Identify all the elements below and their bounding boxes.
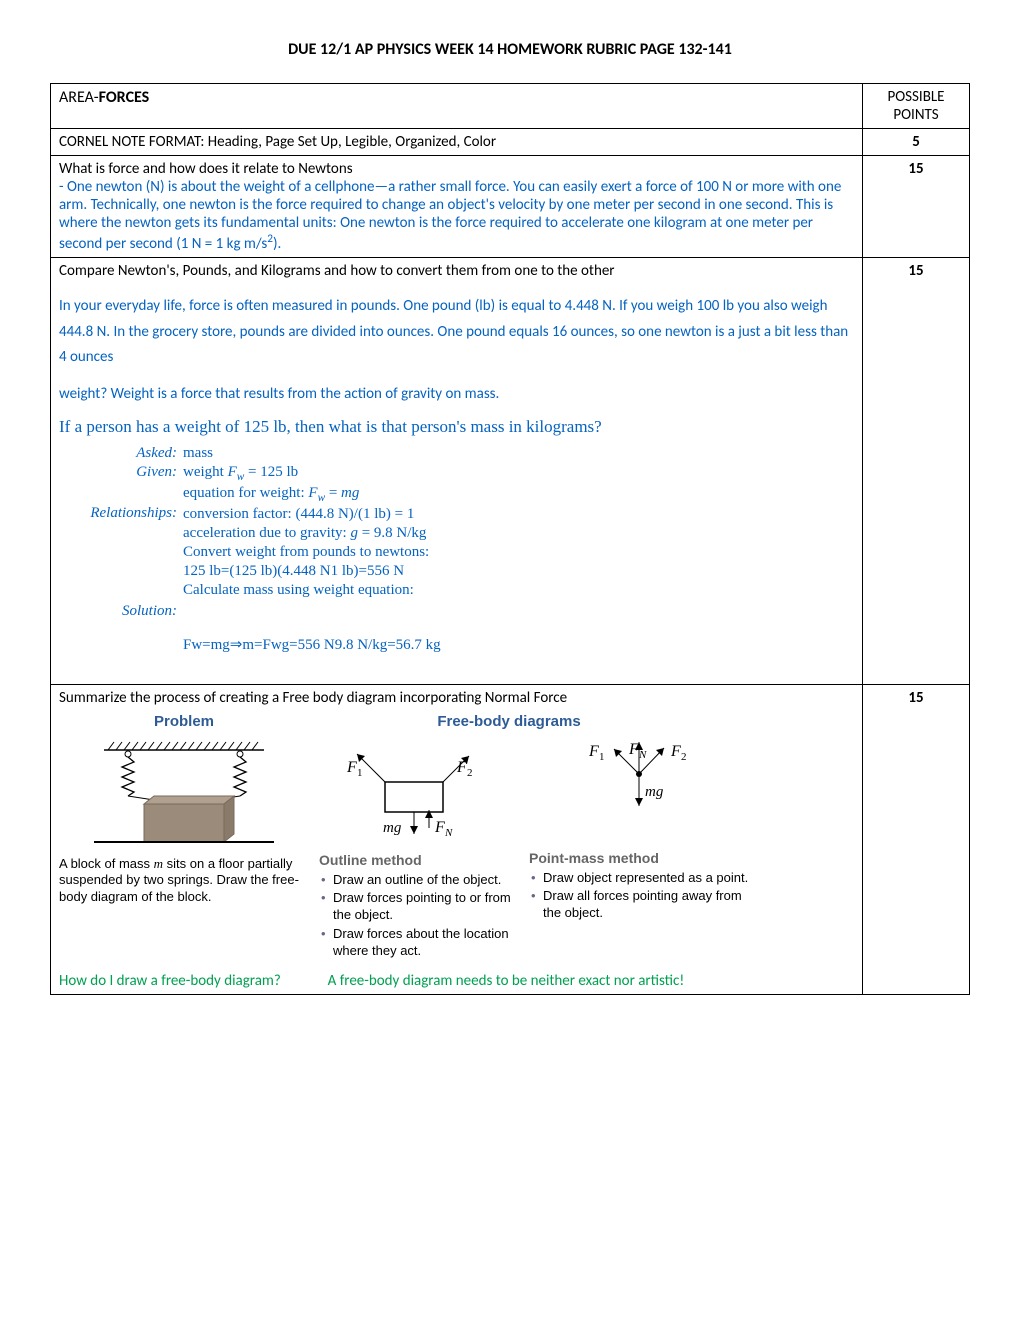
rel2: conversion factor: (444.8 N)/(1 lb) = 1: [183, 506, 854, 523]
problem-svg: [74, 736, 294, 856]
svg-text:1: 1: [357, 767, 363, 779]
svg-text:F: F: [670, 743, 681, 760]
cmp-p3: If a person has a weight of 125 lb, then…: [59, 417, 854, 437]
cornell-text: CORNEL NOTE FORMAT: Heading, Page Set Up…: [51, 129, 863, 156]
fbd-col-problem: Problem: [59, 713, 309, 964]
svg-text:2: 2: [681, 751, 687, 763]
cmp-p2: weight? Weight is a force that results f…: [59, 385, 854, 403]
rel-label: Relationships:: [59, 505, 179, 522]
svg-text:1: 1: [599, 751, 605, 763]
rel3-g: g: [350, 525, 358, 541]
outline-item: Draw forces about the location where the…: [319, 926, 519, 960]
fbd-points: 15: [863, 684, 970, 994]
rel1-eq: =: [325, 485, 341, 501]
problem-text-a: A block of mass: [59, 856, 154, 871]
point-list: Draw object represented as a point. Draw…: [529, 870, 749, 923]
row-force-newtons: What is force and how does it relate to …: [51, 156, 970, 258]
area-cell: AREA-FORCES: [51, 84, 863, 129]
cornell-points: 5: [863, 129, 970, 156]
fbd-cell: Summarize the process of creating a Free…: [51, 684, 863, 994]
svg-text:2: 2: [467, 767, 473, 779]
cmp-points: 15: [863, 258, 970, 685]
given-label: Given:: [59, 464, 179, 483]
area-name: FORCES: [99, 88, 150, 107]
outline-item: Draw an outline of the object.: [319, 872, 519, 889]
rel1-mg: mg: [341, 485, 359, 501]
cmp-question: Compare Newton's, Pounds, and Kilograms …: [59, 262, 854, 280]
fn-question: What is force and how does it relate to …: [59, 160, 854, 178]
points-header: POSSIBLE POINTS: [863, 84, 970, 129]
cmp-p1: In your everyday life, force is often me…: [59, 294, 854, 371]
svg-text:F: F: [434, 819, 445, 836]
given-pre: weight: [183, 464, 228, 480]
given-val: weight Fw = 125 lb: [183, 464, 854, 483]
sol2: 125 lb=(125 lb)(4.448 N1 lb)=556 N: [183, 563, 854, 580]
svg-text:N: N: [638, 749, 647, 761]
given-post: = 125 lb: [244, 464, 298, 480]
mass-m: m: [154, 856, 163, 871]
svg-text:N: N: [444, 827, 453, 839]
solved-grid: Asked: mass Given: weight Fw = 125 lb Re…: [59, 445, 854, 680]
fbd-columns: Problem: [59, 713, 854, 964]
rel3: acceleration due to gravity: g = 9.8 N/k…: [183, 525, 854, 542]
svg-text:F: F: [456, 759, 467, 776]
fn-body-tail: ).: [273, 235, 281, 253]
fn-body-main: - One newton (N) is about the weight of …: [59, 178, 841, 253]
fbd-col-outline: Free-body diagrams F 1 F 2 mg: [319, 713, 519, 964]
rel1-pre: equation for weight:: [183, 485, 308, 501]
rel1: equation for weight: Fw = mg: [183, 485, 854, 504]
rel1-fw: Fw: [308, 485, 325, 501]
force-newtons-cell: What is force and how does it relate to …: [51, 156, 863, 258]
pointmass-svg: F 1 F N F 2 mg: [549, 734, 729, 844]
header-row: AREA-FORCES POSSIBLE POINTS: [51, 84, 970, 129]
point-item: Draw all forces pointing away from the o…: [529, 888, 749, 922]
sol-spacer: [183, 656, 854, 680]
svg-text:mg: mg: [645, 784, 664, 800]
point-item: Draw object represented as a point.: [529, 870, 749, 887]
rubric-table: AREA-FORCES POSSIBLE POINTS CORNEL NOTE …: [50, 83, 970, 995]
asked-label: Asked:: [59, 445, 179, 462]
problem-text: A block of mass m sits on a floor partia…: [59, 856, 309, 907]
page-title: DUE 12/1 AP PHYSICS WEEK 14 HOMEWORK RUB…: [50, 40, 970, 59]
compare-cell: Compare Newton's, Pounds, and Kilograms …: [51, 258, 863, 685]
outline-svg: F 1 F 2 mg F N: [339, 736, 499, 846]
asked-val: mass: [183, 445, 854, 462]
outline-title: Outline method: [319, 852, 519, 868]
svg-text:F: F: [588, 743, 599, 760]
sol4: Fw=mg⇒m=Fwg=556 N9.8 N/kg=56.7 kg: [183, 635, 854, 654]
rel3-post: = 9.8 N/kg: [358, 525, 426, 541]
sol3: Calculate mass using weight equation:: [183, 582, 854, 599]
fn-points: 15: [863, 156, 970, 258]
sol1: Convert weight from pounds to newtons:: [183, 544, 854, 561]
point-title: Point-mass method: [529, 850, 749, 866]
svg-text:mg: mg: [383, 820, 402, 836]
rel3-pre: acceleration due to gravity:: [183, 525, 350, 541]
fbd-col-point: F 1 F N F 2 mg Point-mass met: [529, 713, 749, 964]
sol-label: Solution:: [59, 603, 179, 620]
row-compare: Compare Newton's, Pounds, and Kilograms …: [51, 258, 970, 685]
outline-list: Draw an outline of the object. Draw forc…: [319, 872, 519, 960]
row-cornell: CORNEL NOTE FORMAT: Heading, Page Set Up…: [51, 129, 970, 156]
fbd-foot-right: A free-body diagram needs to be neither …: [328, 972, 685, 990]
problem-heading: Problem: [59, 713, 309, 730]
fn-body: - One newton (N) is about the weight of …: [59, 178, 854, 253]
fbd-question: Summarize the process of creating a Free…: [59, 689, 854, 707]
svg-text:F: F: [628, 741, 639, 758]
svg-text:F: F: [346, 759, 357, 776]
fbd-footer: How do I draw a free-body diagram? A fre…: [59, 972, 854, 990]
fbd-foot-left: How do I draw a free-body diagram?: [59, 972, 281, 990]
given-fw: Fw: [228, 464, 245, 480]
area-prefix: AREA-: [59, 88, 99, 107]
row-fbd: Summarize the process of creating a Free…: [51, 684, 970, 994]
outline-item: Draw forces pointing to or from the obje…: [319, 890, 519, 924]
